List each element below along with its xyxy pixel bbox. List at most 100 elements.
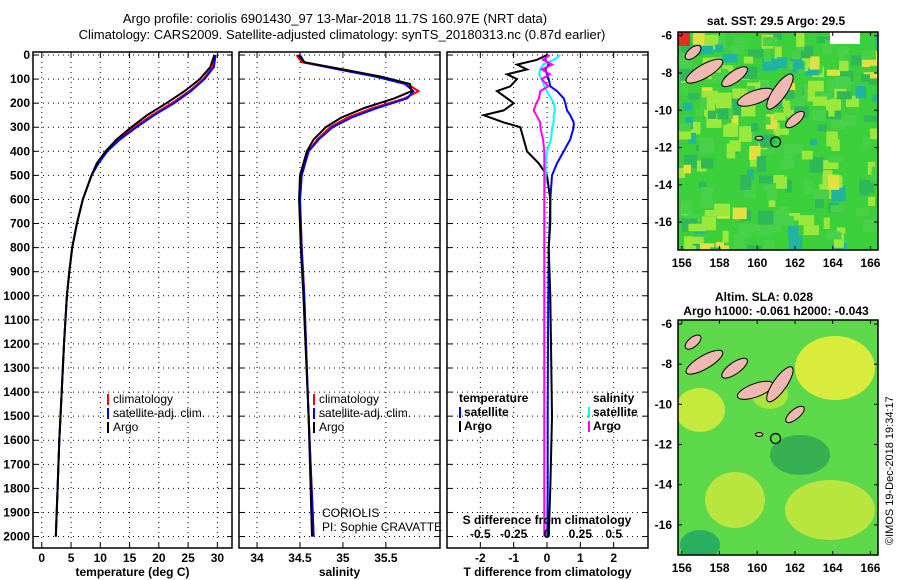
sst-cell — [872, 94, 878, 102]
sst-cell — [748, 49, 764, 58]
sst-cell — [783, 100, 790, 117]
sst-cell — [692, 33, 705, 47]
legend-label: climatology — [113, 392, 173, 406]
sst-cell — [689, 223, 706, 232]
sst-cell — [826, 79, 835, 92]
sst-cell — [800, 50, 811, 59]
x-tick-label: 30 — [211, 551, 225, 565]
plot-frame — [32, 51, 233, 549]
lat-tick-label: -8 — [661, 357, 672, 371]
sst-cell — [787, 104, 795, 118]
x-tick-label: 1 — [577, 551, 584, 565]
series-line-satellite-adj-clim- — [54, 54, 217, 537]
y-tick-label: 300 — [10, 120, 30, 134]
sst-cell — [731, 110, 739, 126]
sst-cell — [762, 37, 778, 47]
sst-cell — [701, 186, 715, 194]
sst-cell — [757, 210, 774, 225]
sst-cell — [863, 137, 871, 149]
sst-cell — [760, 81, 770, 89]
sst-cell — [812, 109, 826, 121]
sst-cell — [839, 60, 849, 72]
sla-blob — [795, 336, 875, 400]
sst-cell — [786, 83, 796, 93]
sst-cell — [722, 65, 734, 72]
sst-cell — [807, 88, 815, 102]
island-shape — [684, 334, 702, 350]
sst-cell — [704, 34, 719, 50]
sst-cell — [732, 247, 744, 250]
sst-cell — [681, 200, 692, 215]
map-title: Altim. SLA: 0.028 — [715, 290, 813, 304]
sst-cell — [817, 124, 827, 132]
sst-cell — [815, 192, 824, 209]
sst-cell — [683, 164, 691, 174]
y-tick-label: 600 — [10, 192, 30, 206]
x2-tick-label: 0 — [544, 527, 551, 541]
sst-cell — [732, 207, 747, 220]
lon-tick-label: 162 — [785, 561, 805, 575]
sst-cell — [830, 120, 843, 130]
sst-cell — [826, 69, 841, 76]
sst-cell — [788, 235, 803, 250]
legend-swatch — [588, 421, 590, 432]
sla-blob — [705, 472, 765, 528]
legend-swatch — [459, 407, 461, 418]
sst-cell — [767, 190, 777, 201]
x-tick-label: 34 — [250, 551, 264, 565]
sst-cell — [826, 131, 838, 147]
sst-cell — [809, 157, 824, 173]
sst-cell — [783, 144, 792, 160]
lat-tick-label: -10 — [655, 397, 673, 411]
sst-cell — [688, 236, 704, 244]
sst-cell — [726, 143, 736, 159]
y-tick-label: 100 — [10, 72, 30, 86]
island-shape — [754, 135, 764, 141]
legend-label: Argo — [319, 420, 345, 434]
profile-panel-1: 0 5 10 15 20 25 30 temperature (deg C) climatolo… — [32, 51, 233, 579]
y-tick-label: 700 — [10, 217, 30, 231]
sst-cell — [774, 46, 782, 59]
sst-cell — [678, 130, 692, 140]
lon-tick-label: 160 — [747, 561, 767, 575]
sst-cell — [819, 92, 832, 100]
lat-tick-label: -14 — [655, 478, 673, 492]
sst-cell — [867, 161, 876, 175]
legend-swatch — [107, 408, 109, 419]
sst-cell — [707, 110, 717, 119]
lat-tick-label: -12 — [655, 141, 673, 155]
legend-swatch — [313, 408, 315, 419]
lon-tick-label: 156 — [672, 256, 692, 270]
legend-swatch — [313, 422, 315, 433]
sst-cell — [795, 46, 805, 55]
sst-cell — [714, 69, 729, 76]
sst-cell — [833, 233, 844, 248]
legend-label: satellite — [464, 405, 509, 419]
sst-cell — [749, 159, 761, 167]
island-shape — [721, 66, 748, 88]
sst-cell — [688, 92, 700, 100]
sst-cell — [817, 36, 833, 44]
legend-label: satellite-adj. clim. — [113, 406, 205, 420]
x2-tick-label: 0.5 — [605, 527, 622, 541]
lat-tick-label: -12 — [655, 438, 673, 452]
legend-label: Argo — [593, 419, 621, 433]
sst-cell — [863, 219, 877, 232]
title-line-1: Argo profile: coriolis 6901430_97 13-Mar… — [123, 11, 547, 26]
lon-tick-label: 166 — [860, 561, 880, 575]
lat-tick-label: -10 — [655, 103, 673, 117]
y-tick-label: 1100 — [4, 313, 30, 327]
sst-cell — [787, 225, 799, 236]
island-shape — [766, 73, 794, 110]
lon-tick-label: 158 — [709, 256, 729, 270]
sst-cell — [746, 86, 756, 93]
sst-cell — [828, 156, 844, 163]
sst-cell — [765, 114, 778, 130]
x-tick-label: 2 — [610, 551, 617, 565]
sst-cell — [711, 72, 723, 83]
plot-frame — [238, 51, 441, 549]
sst-cell — [859, 182, 874, 193]
lat-tick-label: -16 — [655, 215, 673, 229]
legend-label: climatology — [319, 392, 379, 406]
sst-cell — [719, 245, 730, 250]
